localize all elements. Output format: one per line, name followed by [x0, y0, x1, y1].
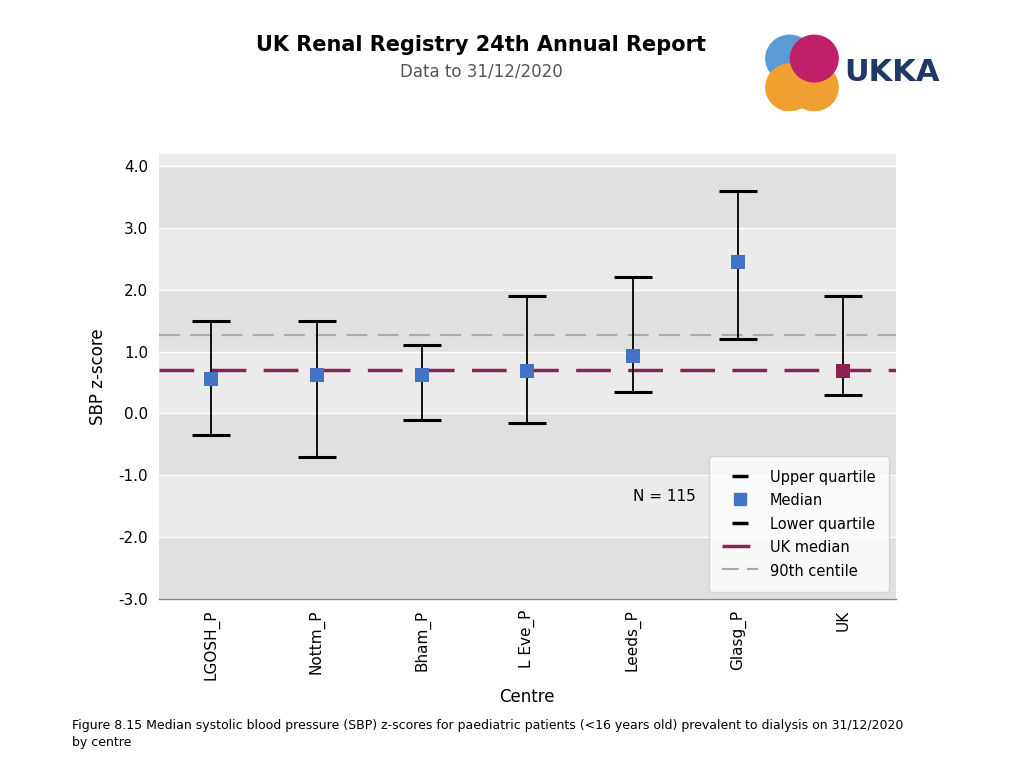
Bar — [159, 228, 896, 290]
Bar — [159, 537, 896, 599]
Bar — [159, 290, 896, 352]
Bar — [159, 352, 896, 413]
Text: Figure 8.15 Median systolic blood pressure (SBP) z-scores for paediatric patient: Figure 8.15 Median systolic blood pressu… — [72, 719, 903, 749]
Circle shape — [790, 64, 839, 111]
Circle shape — [790, 35, 839, 83]
Text: N = 115: N = 115 — [633, 489, 695, 505]
Circle shape — [765, 35, 814, 83]
Circle shape — [765, 64, 814, 111]
Y-axis label: SBP z-score: SBP z-score — [89, 328, 108, 425]
Text: Data to 31/12/2020: Data to 31/12/2020 — [400, 63, 562, 81]
Bar — [159, 166, 896, 228]
X-axis label: Centre: Centre — [500, 688, 555, 707]
Text: UKKA: UKKA — [844, 58, 939, 88]
Legend: Upper quartile, Median, Lower quartile, UK median, 90th centile: Upper quartile, Median, Lower quartile, … — [709, 456, 889, 592]
Bar — [159, 413, 896, 475]
Bar — [159, 475, 896, 537]
Text: UK Renal Registry 24th Annual Report: UK Renal Registry 24th Annual Report — [256, 35, 707, 55]
